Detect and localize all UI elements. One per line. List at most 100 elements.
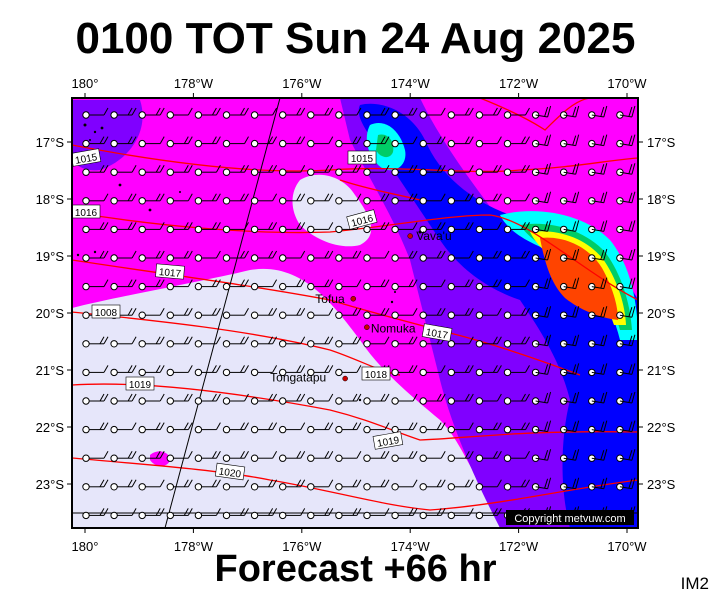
wind-barb bbox=[138, 393, 165, 405]
wind-barb bbox=[110, 164, 137, 176]
wind-barb bbox=[363, 222, 390, 234]
wind-barb bbox=[82, 422, 109, 434]
wind-barb bbox=[307, 279, 334, 291]
wind-barb bbox=[588, 134, 608, 148]
lat-tick-label-left: 22°S bbox=[36, 420, 65, 435]
wind-barb bbox=[110, 107, 137, 119]
wind-barb bbox=[419, 508, 446, 520]
date-line bbox=[164, 98, 281, 528]
wind-barb bbox=[194, 193, 221, 205]
wind-barb bbox=[531, 391, 552, 405]
wind-barb bbox=[110, 479, 137, 491]
wind-barb bbox=[560, 334, 580, 348]
wind-barb bbox=[307, 393, 334, 405]
wind-barb bbox=[307, 107, 334, 119]
wind-barb bbox=[419, 222, 446, 234]
wind-barb bbox=[279, 393, 306, 405]
isobar-label: 1019 bbox=[125, 376, 155, 391]
wind-barb bbox=[363, 193, 390, 205]
wind-barb bbox=[307, 164, 334, 176]
wind-barb bbox=[194, 164, 221, 176]
lon-tick-label-top: 172°W bbox=[499, 76, 539, 91]
wind-barb bbox=[447, 336, 474, 348]
wind-barb bbox=[82, 164, 109, 176]
wind-barb bbox=[307, 307, 334, 319]
wind-barb bbox=[560, 248, 580, 262]
wind-barb bbox=[250, 222, 278, 234]
wind-barb bbox=[279, 164, 306, 176]
wind-barb bbox=[503, 250, 530, 262]
wind-barb bbox=[363, 279, 390, 291]
wind-barb bbox=[82, 222, 109, 234]
wind-barb bbox=[138, 307, 165, 319]
wind-barb bbox=[250, 365, 278, 377]
wind-barb bbox=[194, 222, 221, 234]
isobar-label: 1017 bbox=[155, 263, 185, 280]
lat-tick-label-right: 19°S bbox=[647, 249, 676, 264]
isobar-label: 1016 bbox=[72, 204, 101, 219]
wind-barb bbox=[560, 306, 580, 319]
lon-tick-label-top: 170°W bbox=[607, 76, 647, 91]
isobar-line bbox=[72, 457, 638, 511]
wind-barb bbox=[560, 105, 580, 119]
wind-barb bbox=[138, 250, 165, 262]
wind-barb bbox=[475, 479, 502, 491]
place-label: Vava'u bbox=[416, 229, 451, 243]
wind-barb bbox=[503, 107, 530, 119]
wind-barb bbox=[279, 222, 306, 234]
wind-barb bbox=[110, 508, 137, 520]
map-code: IM2 bbox=[680, 574, 709, 593]
island-specks bbox=[76, 123, 422, 402]
wind-barb bbox=[138, 164, 165, 176]
calm-zone-southwest bbox=[72, 268, 500, 528]
wind-barb bbox=[391, 250, 418, 262]
wind-barb bbox=[560, 220, 580, 234]
isobar-line bbox=[72, 311, 401, 376]
wind-barb bbox=[588, 105, 608, 119]
wind-barb bbox=[110, 450, 137, 462]
svg-text:1020: 1020 bbox=[218, 466, 242, 480]
wind-barb bbox=[307, 250, 334, 262]
wind-barb bbox=[250, 193, 278, 205]
wind-barb bbox=[531, 306, 552, 319]
wind-barb bbox=[279, 193, 306, 205]
wind-barb bbox=[560, 163, 580, 176]
wind-barb bbox=[560, 363, 580, 377]
wind-zone-blue bbox=[358, 103, 638, 528]
wind-barb bbox=[82, 508, 109, 520]
wind-barb bbox=[279, 479, 306, 491]
wind-barb bbox=[391, 508, 418, 520]
wind-barb bbox=[110, 222, 137, 234]
wind-barb bbox=[250, 393, 278, 405]
wind-barb bbox=[222, 479, 249, 491]
wind-barb bbox=[307, 336, 334, 348]
wind-barb bbox=[222, 508, 249, 520]
lon-tick-label-bottom: 178°W bbox=[174, 539, 214, 554]
wind-barb bbox=[166, 365, 193, 377]
wind-barb bbox=[447, 365, 474, 377]
wind-barb bbox=[194, 422, 221, 434]
wind-barb bbox=[307, 508, 334, 520]
wind-barb bbox=[222, 336, 249, 348]
wind-barb bbox=[279, 508, 306, 520]
map-title: 0100 TOT Sun 24 Aug 2025 bbox=[75, 14, 636, 63]
wind-barb bbox=[335, 164, 362, 176]
wind-barb bbox=[560, 277, 580, 291]
wind-barb bbox=[391, 393, 418, 405]
wind-barb bbox=[194, 393, 221, 405]
place-label: Tongatapu bbox=[270, 371, 326, 385]
wind-barb bbox=[110, 365, 137, 377]
wind-barb bbox=[250, 508, 278, 520]
svg-text:1019: 1019 bbox=[129, 380, 152, 391]
isobar-line bbox=[479, 98, 591, 131]
wind-barb bbox=[138, 450, 165, 462]
wind-barb bbox=[307, 365, 334, 377]
wind-barb bbox=[447, 508, 474, 520]
wind-barb bbox=[363, 136, 390, 148]
wind-barb bbox=[222, 307, 249, 319]
wind-barb bbox=[588, 449, 608, 462]
wind-barb bbox=[194, 136, 221, 148]
lat-tick-label-right: 17°S bbox=[647, 135, 676, 150]
svg-text:1018: 1018 bbox=[365, 370, 388, 381]
forecast-label: Forecast +66 hr bbox=[214, 548, 497, 590]
